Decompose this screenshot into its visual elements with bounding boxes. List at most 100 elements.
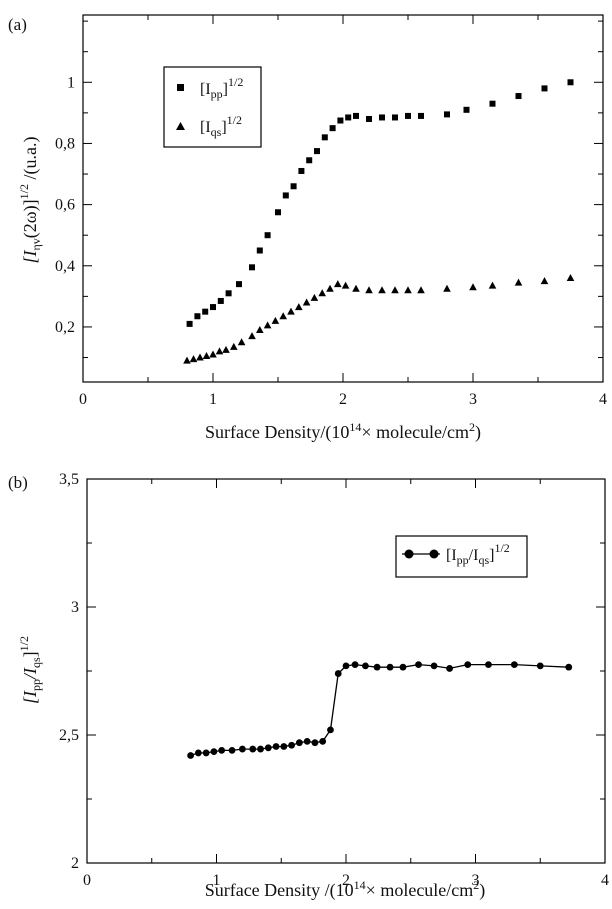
x-tick-label: 1 (209, 391, 217, 408)
ipp-data-point (329, 125, 336, 132)
ratio-data-point (536, 662, 544, 670)
ipp-data-point (194, 313, 201, 320)
ipp-data-point (379, 114, 385, 121)
y-tick-label: 0,4 (55, 258, 75, 275)
iqs-data-point (189, 355, 198, 363)
ipp-data-point (463, 106, 470, 113)
ipp-data-point (321, 134, 328, 141)
legend-iqs-label: [Iqs]1/2 (200, 113, 242, 139)
ratio-data-point (362, 662, 369, 670)
panel-a-x-axis-title: Surface Density/(1014× molecule/cm2) (205, 420, 481, 443)
ipp-data-point (202, 308, 209, 315)
panel-b-series-line (190, 663, 569, 757)
iqs-data-point (183, 356, 191, 364)
ipp-data-point (366, 115, 372, 122)
ratio-data-point (264, 744, 272, 752)
panel-a-y-tick-labels: 0,2 0,4 0,6 0,8 1 (55, 74, 75, 336)
panel-b-x-axis-title: Surface Density /(1014× molecule/cm2) (205, 878, 486, 901)
iqs-data-point (566, 274, 575, 282)
x-tick-label: 3 (469, 391, 477, 408)
ratio-data-point (272, 743, 280, 750)
ipp-data-point (298, 167, 305, 174)
panel-b-ticks (86, 478, 606, 864)
ipp-data-point (392, 114, 398, 121)
panel-a-ticks (82, 15, 604, 382)
x-tick-label: 0 (79, 391, 87, 408)
y-tick-label: 0,2 (55, 319, 75, 336)
ipp-data-point (515, 93, 522, 100)
ratio-data-point (415, 661, 422, 668)
ratio-data-point (565, 663, 573, 671)
x-tick-label: 4 (601, 872, 609, 889)
ratio-data-point (218, 746, 226, 754)
iqs-data-point (352, 284, 360, 292)
panel-a-plot-frame (82, 14, 604, 383)
ratio-data-point (386, 663, 394, 671)
ratio-data-point (280, 743, 288, 750)
iqs-data-point (215, 347, 224, 355)
ratio-data-point (311, 739, 319, 747)
y-tick-label: 1 (67, 74, 75, 91)
ratio-data-point (194, 749, 202, 757)
ipp-data-point (249, 264, 255, 271)
panel-a-marks (183, 79, 575, 364)
panel-b-y-tick-labels: 2 2,5 3 3,5 (59, 471, 79, 872)
iqs-data-point (256, 326, 264, 334)
ratio-data-point (239, 745, 246, 753)
iqs-data-point (196, 353, 204, 361)
iqs-data-point (287, 307, 295, 315)
iqs-data-point (248, 332, 256, 340)
x-tick-label: 1 (213, 872, 221, 889)
ratio-data-point (464, 661, 472, 668)
ipp-data-point (444, 111, 450, 118)
panel-b-label: (b) (8, 473, 28, 492)
iqs-data-point (230, 342, 238, 350)
ipp-data-point (256, 247, 263, 254)
iqs-data-point (263, 321, 272, 329)
iqs-data-point (326, 284, 334, 292)
ratio-data-point (319, 738, 327, 745)
ratio-data-point (228, 746, 236, 754)
iqs-data-point (365, 286, 373, 294)
iqs-data-point (488, 281, 497, 289)
iqs-data-point (540, 277, 549, 285)
ipp-data-point (567, 79, 574, 86)
iqs-data-point (417, 286, 425, 294)
ratio-data-point (288, 741, 296, 749)
panel-a-legend-box (163, 66, 262, 148)
ipp-data-point (236, 281, 242, 288)
legend-ipp-label: [Ipp]1/2 (200, 75, 243, 101)
iqs-data-point (295, 303, 303, 311)
panel-a-y-axis-title: [Iηv(2ω)]1/2 /(u.a.) (17, 137, 43, 264)
panel-b-x-tick-labels: 0 1 2 3 4 (83, 872, 609, 889)
panel-b-marks (187, 661, 573, 759)
y-tick-label: 0,8 (55, 135, 75, 152)
ratio-data-point (446, 665, 453, 672)
iqs-data-point (202, 352, 211, 360)
ratio-data-point (485, 661, 492, 668)
iqs-data-point (334, 280, 342, 288)
ipp-data-point (290, 183, 297, 190)
ipp-data-point (275, 209, 281, 216)
legend-circle-marker-right (429, 549, 439, 559)
iqs-data-point (271, 316, 280, 324)
panel-a-legend: [Ipp]1/2 [Iqs]1/2 (163, 66, 262, 148)
ratio-data-point (510, 661, 518, 668)
ratio-data-point (334, 670, 342, 677)
ipp-data-point (337, 117, 344, 124)
ipp-data-point (264, 232, 271, 239)
ipp-data-point (225, 290, 232, 297)
iqs-data-point (209, 350, 217, 358)
ratio-data-point (327, 726, 334, 734)
ipp-data-point (353, 112, 359, 119)
x-tick-label: 2 (342, 872, 350, 889)
iqs-data-point (279, 312, 287, 320)
iqs-data-point (237, 338, 246, 346)
y-tick-label: 2,5 (59, 727, 79, 744)
ratio-data-point (342, 662, 350, 670)
ipp-data-point (314, 148, 320, 155)
legend-circle-marker-left (404, 549, 414, 559)
legend-ratio-label: [Ipp/Iqs]1/2 (446, 541, 510, 567)
ratio-data-point (373, 663, 381, 671)
panel-b-chart: (b) 0 1 2 3 4 2 2,5 3 3,5 [Ipp/Iqs]1/2 [Ipp/Iqs… (8, 471, 609, 901)
